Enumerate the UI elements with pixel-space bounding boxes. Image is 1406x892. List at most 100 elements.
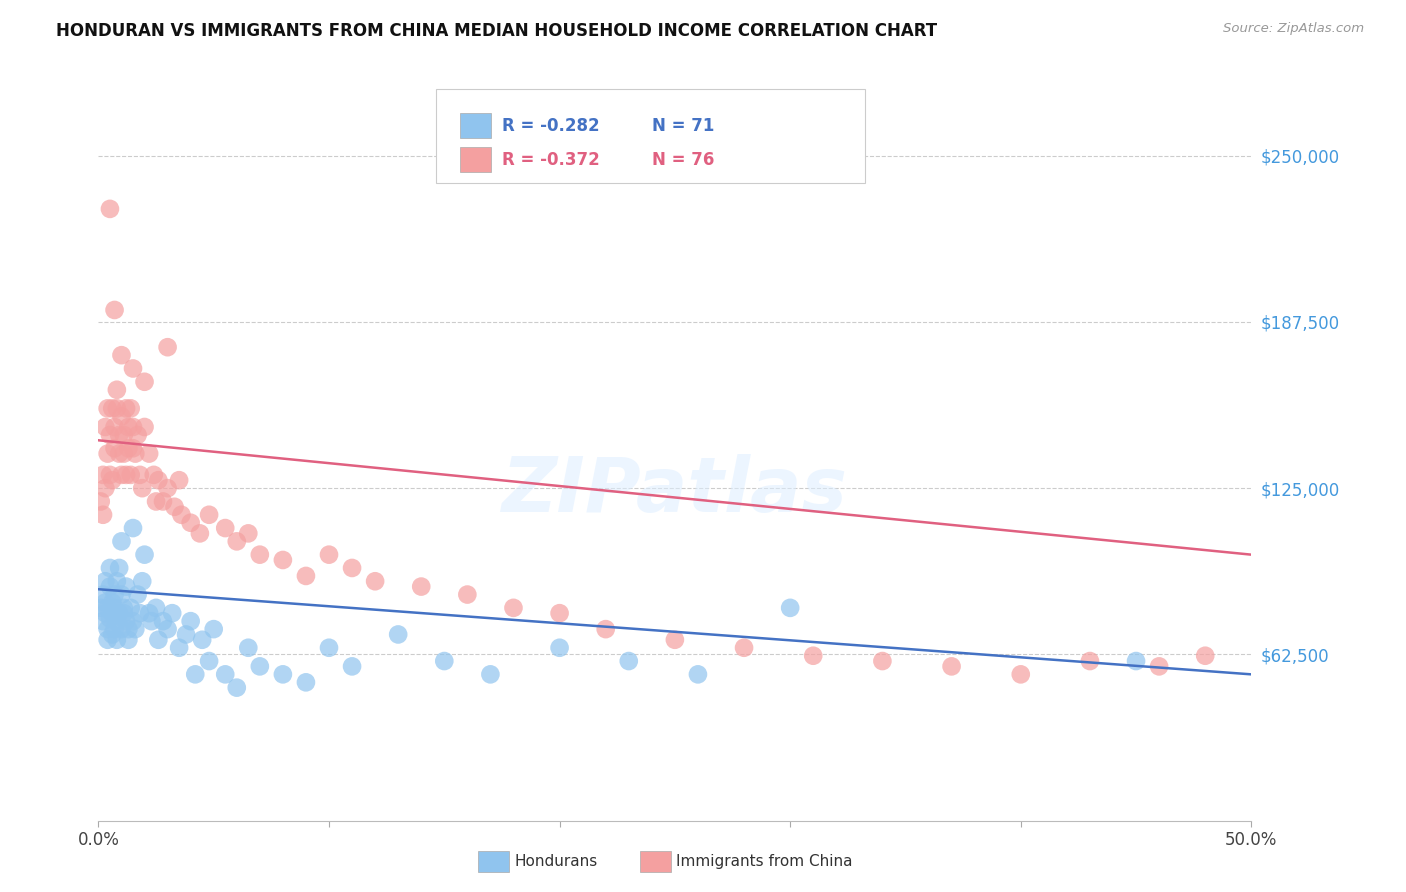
Point — [91, 508, 114, 522]
Point — [115, 401, 138, 416]
Point — [94, 420, 117, 434]
Point — [686, 667, 709, 681]
Point — [108, 606, 131, 620]
Point — [90, 600, 112, 615]
Point — [97, 632, 120, 647]
Point — [238, 640, 260, 655]
Point — [156, 622, 179, 636]
Point — [105, 614, 128, 628]
Point — [138, 447, 160, 461]
Point — [129, 467, 152, 482]
Point — [101, 606, 124, 620]
Point — [110, 348, 132, 362]
Point — [112, 428, 135, 442]
Point — [1125, 654, 1147, 668]
Point — [101, 627, 124, 641]
Point — [271, 553, 294, 567]
Point — [174, 627, 197, 641]
Point — [97, 401, 120, 416]
Point — [340, 659, 363, 673]
Point — [364, 574, 387, 589]
Point — [249, 659, 271, 673]
Point — [98, 611, 121, 625]
Point — [108, 561, 131, 575]
Point — [779, 600, 801, 615]
Point — [120, 467, 142, 482]
Point — [101, 473, 124, 487]
Point — [142, 467, 165, 482]
Point — [103, 622, 125, 636]
Point — [340, 561, 363, 575]
Point — [91, 588, 114, 602]
Point — [103, 600, 125, 615]
Point — [170, 508, 193, 522]
Point — [801, 648, 824, 663]
Point — [479, 667, 502, 681]
Point — [160, 606, 183, 620]
Point — [91, 467, 114, 482]
Point — [134, 548, 156, 562]
Point — [98, 202, 121, 216]
Point — [664, 632, 686, 647]
Point — [188, 526, 211, 541]
Point — [145, 600, 167, 615]
Point — [1194, 648, 1216, 663]
Point — [127, 428, 149, 442]
Point — [122, 361, 145, 376]
Point — [180, 516, 202, 530]
Point — [90, 494, 112, 508]
Point — [131, 574, 153, 589]
Point — [122, 614, 145, 628]
Point — [117, 632, 139, 647]
Point — [94, 481, 117, 495]
Point — [98, 580, 121, 594]
Point — [225, 534, 247, 549]
Point — [105, 574, 128, 589]
Point — [115, 580, 138, 594]
Text: N = 71: N = 71 — [652, 117, 714, 135]
Point — [97, 622, 120, 636]
Point — [134, 420, 156, 434]
Point — [117, 420, 139, 434]
Point — [411, 580, 433, 594]
Point — [117, 622, 139, 636]
Point — [163, 500, 186, 514]
Point — [117, 442, 139, 456]
Point — [122, 442, 145, 456]
Point — [138, 606, 160, 620]
Point — [141, 614, 163, 628]
Point — [191, 632, 214, 647]
Point — [145, 494, 167, 508]
Point — [122, 420, 145, 434]
Point — [295, 675, 318, 690]
Point — [110, 534, 132, 549]
Point — [1010, 667, 1032, 681]
Point — [941, 659, 963, 673]
Point — [124, 447, 146, 461]
Point — [152, 494, 174, 508]
Point — [733, 640, 755, 655]
Point — [617, 654, 640, 668]
Point — [91, 614, 114, 628]
Text: ZIPatlas: ZIPatlas — [502, 455, 848, 528]
Point — [101, 401, 124, 416]
Point — [225, 681, 247, 695]
Point — [105, 383, 128, 397]
Point — [97, 447, 120, 461]
Text: R = -0.372: R = -0.372 — [502, 151, 600, 169]
Point — [103, 302, 125, 317]
Point — [167, 640, 190, 655]
Point — [134, 375, 156, 389]
Point — [156, 481, 179, 495]
Point — [1147, 659, 1170, 673]
Point — [131, 481, 153, 495]
Point — [120, 401, 142, 416]
Text: N = 76: N = 76 — [652, 151, 714, 169]
Point — [198, 508, 221, 522]
Point — [110, 588, 132, 602]
Point — [318, 640, 340, 655]
Point — [103, 588, 125, 602]
Point — [112, 447, 135, 461]
Point — [115, 614, 138, 628]
Point — [110, 467, 132, 482]
